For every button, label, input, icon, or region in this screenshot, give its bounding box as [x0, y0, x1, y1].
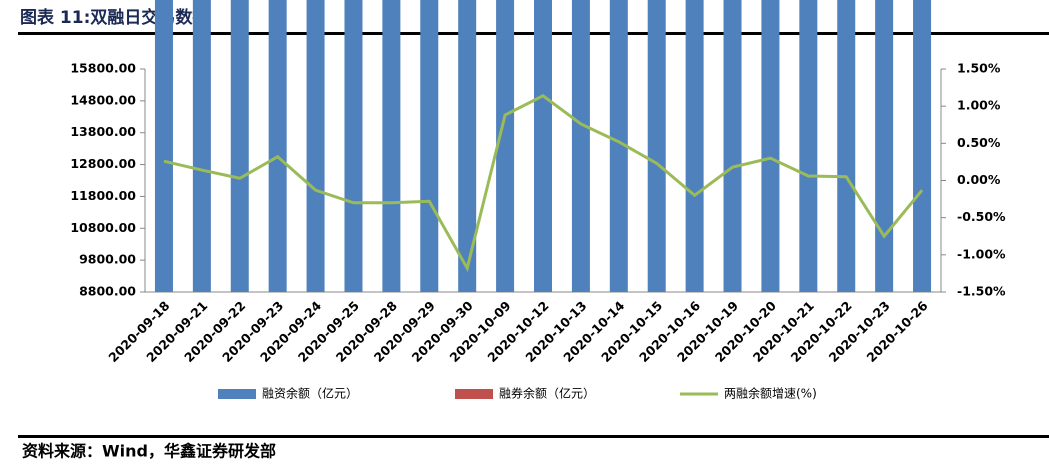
legend-label: 融券余额（亿元）: [499, 386, 595, 401]
y2-tick-label: -1.50%: [957, 284, 1006, 299]
bar: [306, 0, 325, 292]
bar: [382, 0, 401, 292]
bar: [799, 0, 818, 292]
bar: [685, 0, 704, 292]
legend-swatch: [455, 389, 493, 399]
legend-swatch: [218, 389, 256, 399]
chart-title: 图表 11:双融日交易数据: [20, 7, 209, 28]
bar: [268, 0, 287, 292]
y-tick-label: 11800.00: [70, 188, 136, 203]
source-note: 资料来源：Wind，华鑫证券研发部: [22, 442, 276, 461]
bar: [875, 0, 894, 292]
bar: [154, 0, 173, 292]
bar: [913, 0, 932, 292]
y2-tick-label: 0.00%: [957, 172, 1001, 187]
bar: [496, 0, 515, 292]
bar: [230, 0, 249, 292]
bar: [458, 0, 477, 292]
bar: [647, 0, 666, 293]
footer-rule: [18, 435, 1049, 438]
y2-tick-label: -0.50%: [957, 209, 1006, 224]
line-series: [163, 94, 924, 273]
title-rule: [18, 32, 1049, 35]
y2-tick-label: 1.00%: [957, 98, 1001, 113]
y-tick-label: 10800.00: [70, 220, 136, 235]
bar: [534, 0, 552, 292]
bar: [344, 0, 363, 292]
bar: [192, 0, 211, 292]
bar: [571, 0, 590, 292]
bar: [723, 0, 742, 292]
bar: [420, 0, 439, 292]
y-tick-label: 14800.00: [70, 92, 136, 107]
bar: [609, 0, 628, 292]
y-tick-label: 15800.00: [70, 61, 136, 76]
legend-label: 融资余额（亿元）: [262, 386, 358, 401]
y-tick-label: 8800.00: [79, 284, 136, 299]
bar: [761, 0, 780, 293]
y-tick-label: 13800.00: [70, 124, 136, 139]
y-tick-label: 9800.00: [79, 252, 136, 267]
y2-tick-label: 1.50%: [957, 61, 1001, 76]
y2-tick-label: -1.00%: [957, 246, 1006, 261]
y2-tick-label: 0.50%: [957, 135, 1001, 150]
legend-label: 两融余额增速(%): [724, 386, 817, 401]
y-tick-label: 12800.00: [70, 156, 136, 171]
bar: [837, 0, 856, 292]
